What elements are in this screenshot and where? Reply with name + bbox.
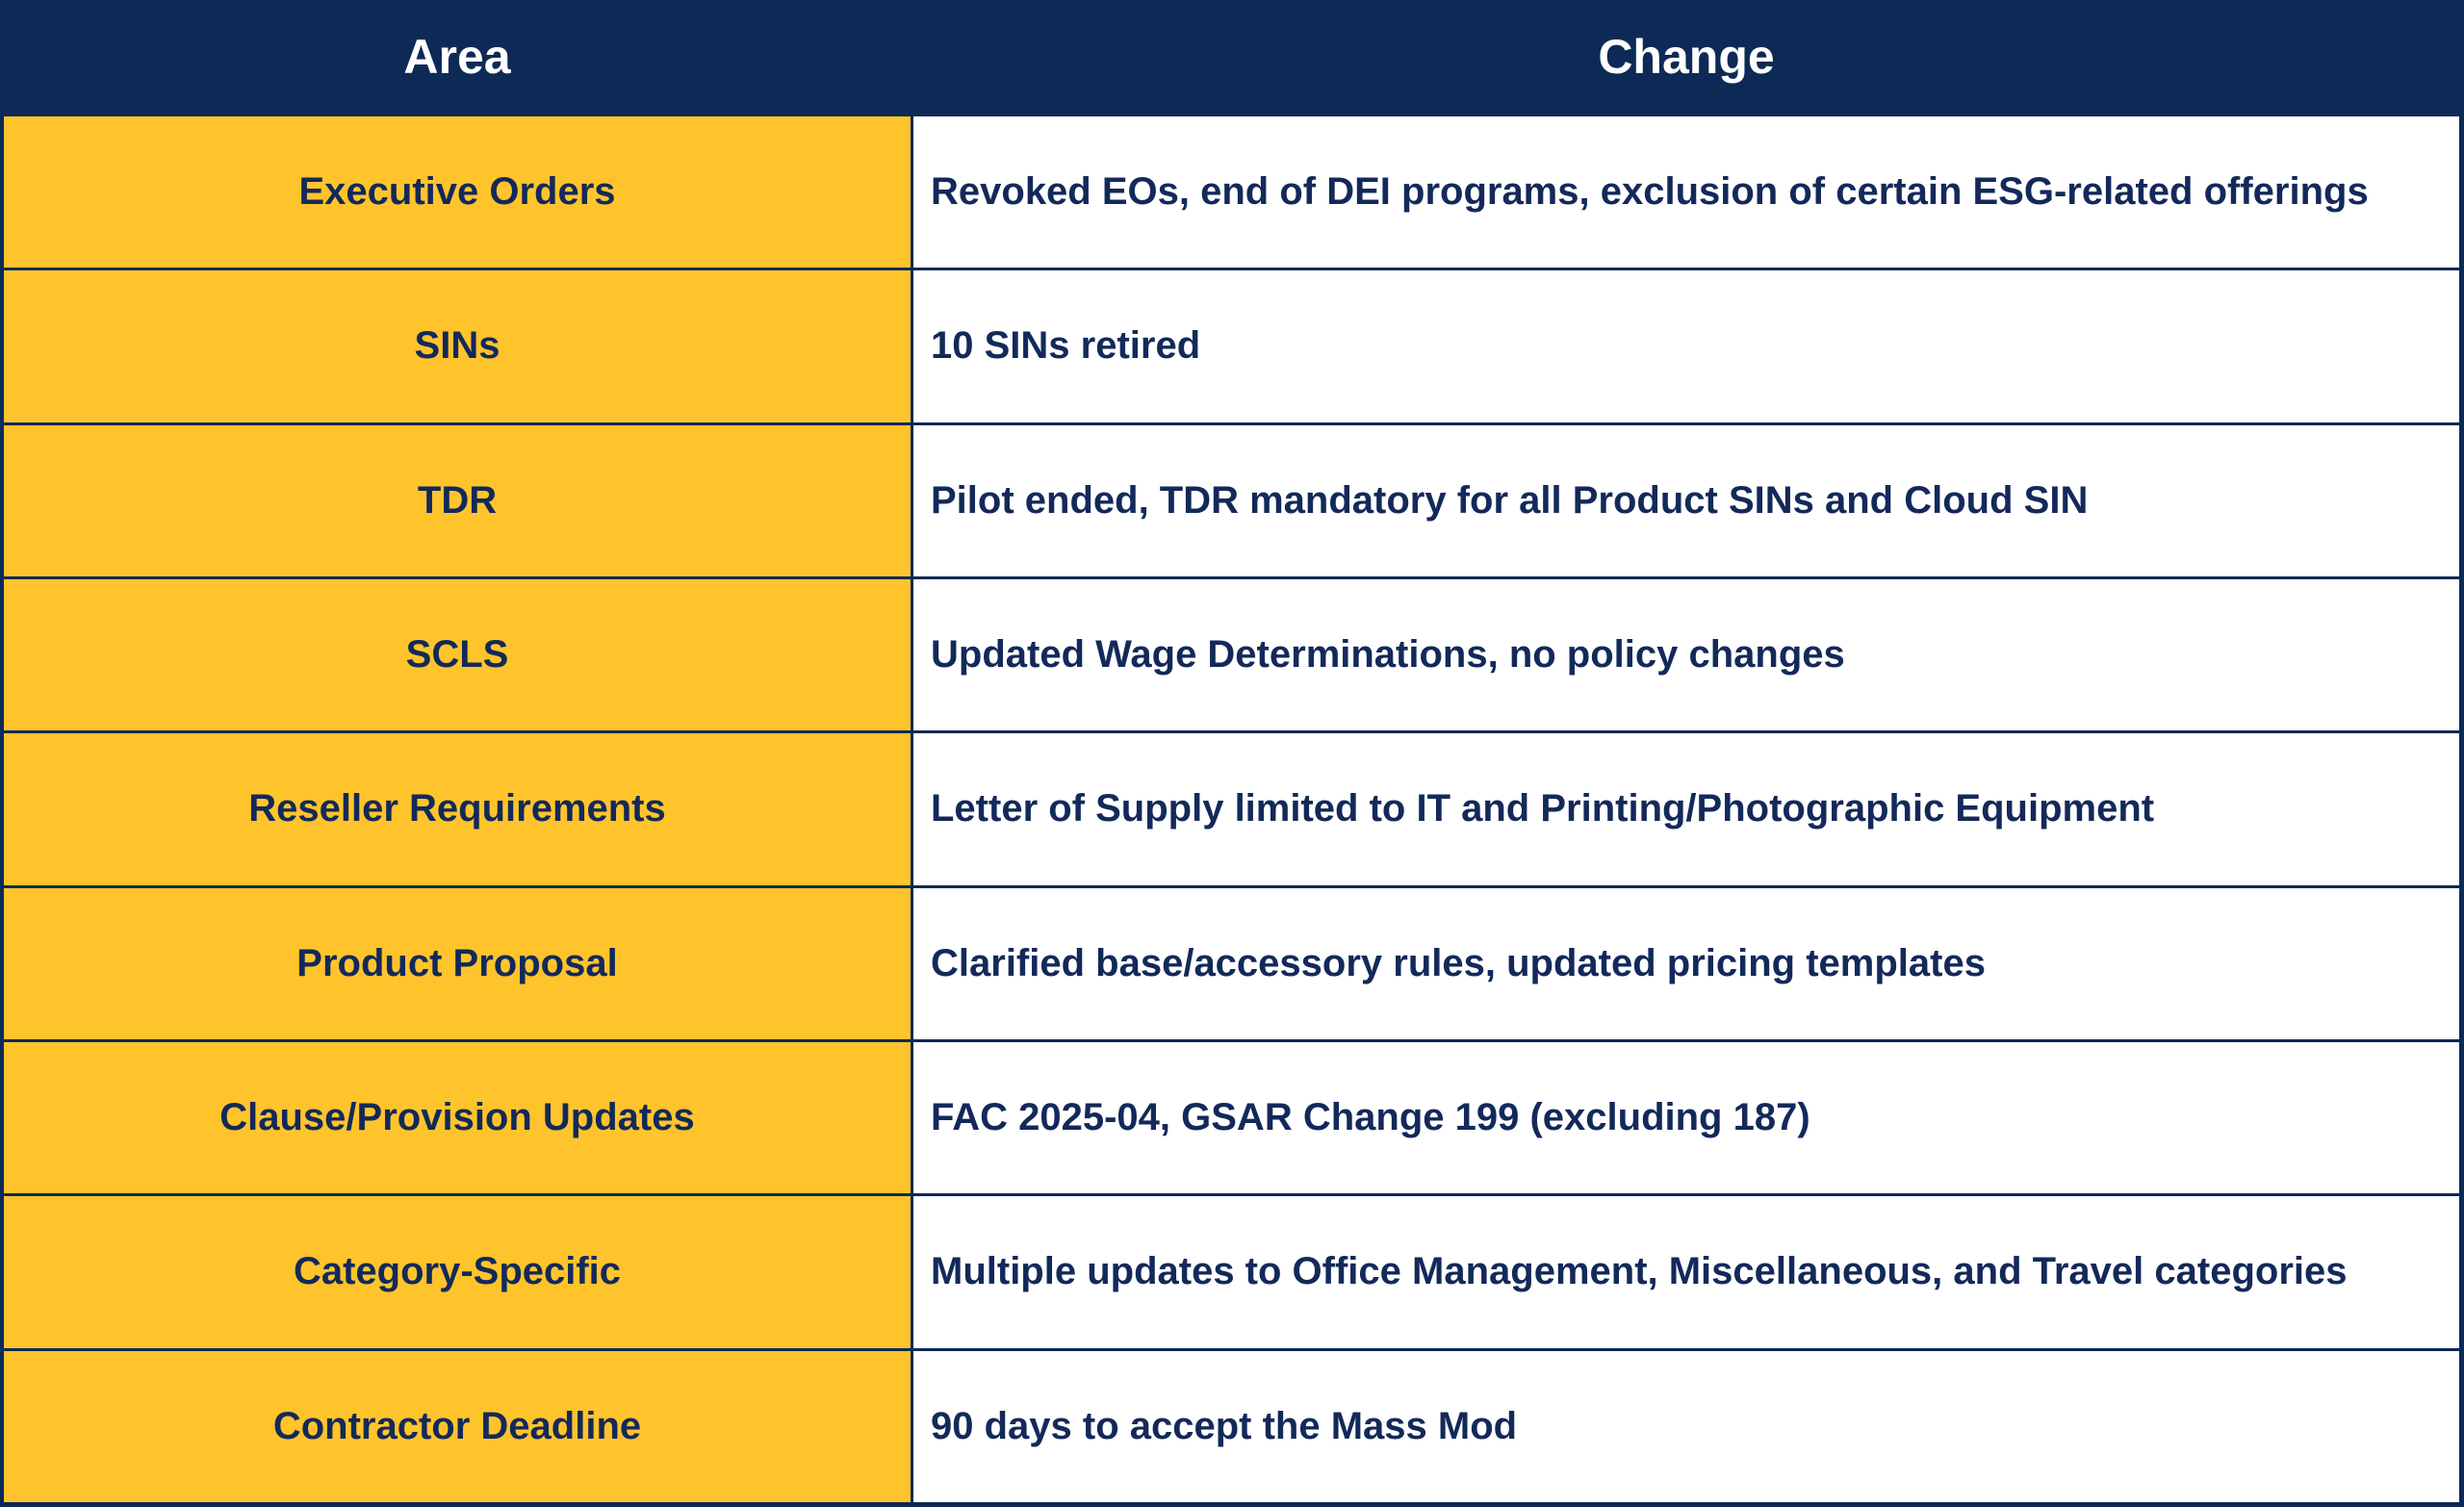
area-cell: Clause/Provision Updates	[4, 1041, 911, 1194]
column-header-change: Change	[913, 0, 2459, 116]
area-cell: SINs	[4, 270, 911, 422]
change-cell: 90 days to accept the Mass Mod	[913, 1350, 2459, 1502]
change-cell: Clarified base/accessory rules, updated …	[913, 887, 2459, 1039]
change-cell: FAC 2025-04, GSAR Change 199 (excluding …	[913, 1041, 2459, 1194]
area-cell: Executive Orders	[4, 116, 911, 268]
area-cell: Product Proposal	[4, 887, 911, 1039]
change-cell: Pilot ended, TDR mandatory for all Produ…	[913, 424, 2459, 576]
change-cell: Letter of Supply limited to IT and Print…	[913, 733, 2459, 885]
change-cell: Multiple updates to Office Management, M…	[913, 1196, 2459, 1348]
area-cell: Contractor Deadline	[4, 1350, 911, 1502]
change-cell: Revoked EOs, end of DEI programs, exclus…	[913, 116, 2459, 268]
area-cell: Reseller Requirements	[4, 733, 911, 885]
column-header-area: Area	[4, 0, 911, 116]
area-cell: Category-Specific	[4, 1196, 911, 1348]
area-cell: SCLS	[4, 578, 911, 731]
area-cell: TDR	[4, 424, 911, 576]
change-cell: 10 SINs retired	[913, 270, 2459, 422]
change-cell: Updated Wage Determinations, no policy c…	[913, 578, 2459, 731]
